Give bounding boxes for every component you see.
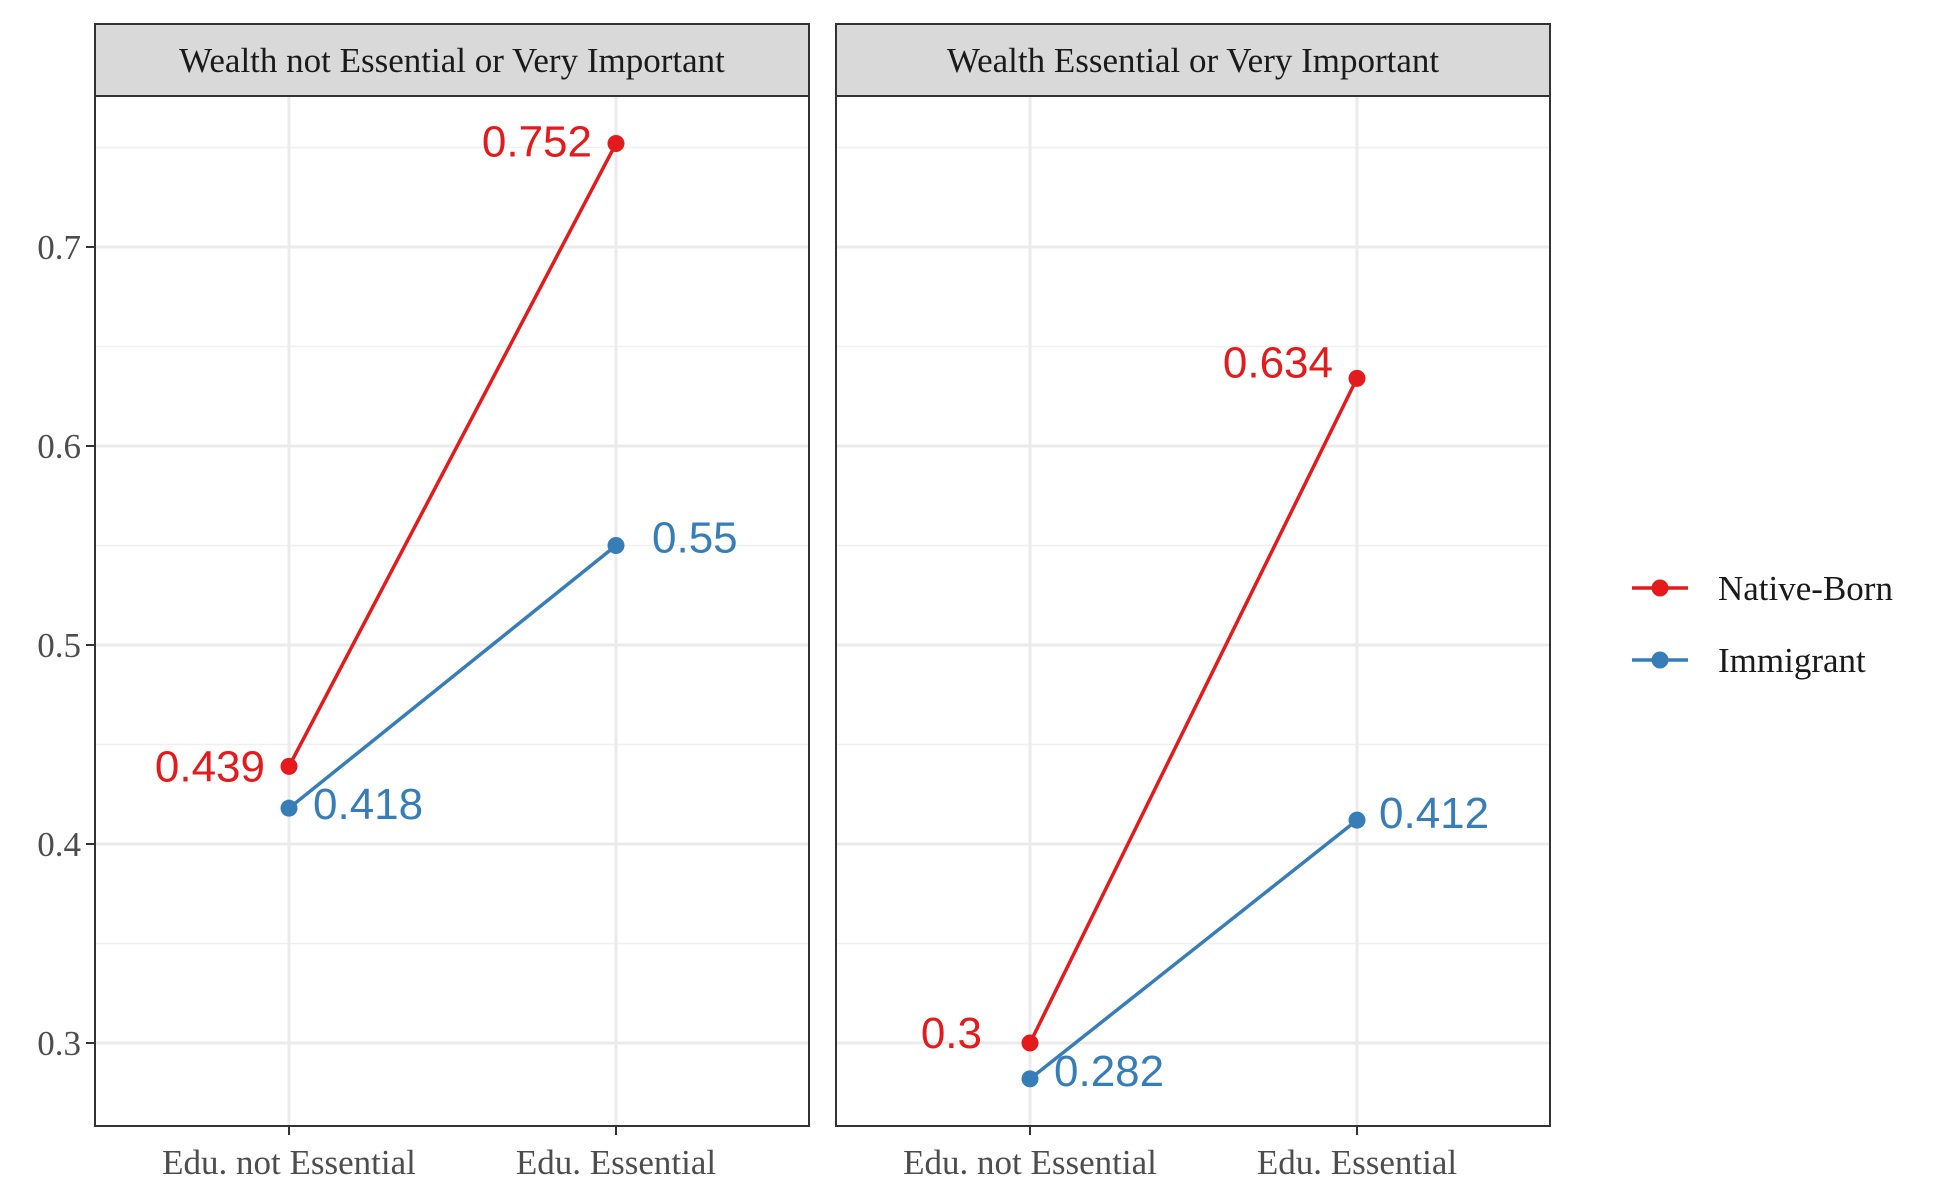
legend: Native-Born Immigrant (1632, 569, 1893, 680)
series-line-immigrant (1028, 818, 1359, 1081)
series-line-native-born (287, 142, 618, 768)
legend-item-immigrant: Immigrant (1632, 641, 1866, 680)
x-tick-label: Edu. Essential (1257, 1143, 1458, 1182)
y-axis: 0.3 0.4 0.5 0.6 0.7 (37, 228, 95, 1063)
facet-panel-2: Wealth Essential or Very Important 0.3 0.6… (835, 23, 1551, 1182)
data-label: 0.439 (155, 742, 265, 791)
panel-background (95, 96, 809, 1126)
data-label: 0.752 (482, 118, 592, 167)
panel-border (835, 95, 1551, 1127)
data-label: 0.282 (1054, 1047, 1164, 1096)
panel-background (836, 96, 1550, 1126)
facet-strip (94, 23, 810, 97)
data-label: 0.634 (1223, 338, 1333, 387)
series-line-immigrant (287, 544, 618, 810)
y-tick-label: 0.6 (37, 427, 81, 466)
legend-key-point (1651, 651, 1669, 669)
x-tick-label: Edu. not Essential (903, 1143, 1157, 1182)
data-point (1348, 811, 1366, 829)
data-label: 0.412 (1379, 789, 1489, 838)
data-label: 0.418 (313, 780, 423, 829)
panel-border (94, 95, 810, 1127)
data-point (280, 757, 298, 775)
legend-key-point (1651, 579, 1669, 597)
facet-title: Wealth not Essential or Very Important (179, 41, 725, 80)
facet-panel-1: Wealth not Essential or Very Important 0.… (94, 23, 810, 1182)
y-tick-label: 0.5 (37, 626, 81, 665)
x-tick-label: Edu. Essential (516, 1143, 717, 1182)
data-label: 0.3 (921, 1009, 982, 1058)
legend-label: Native-Born (1718, 569, 1893, 608)
data-point (1021, 1070, 1039, 1088)
data-point (1021, 1034, 1039, 1052)
legend-item-native-born: Native-Born (1632, 569, 1893, 608)
facet-strip (835, 23, 1551, 97)
data-point (280, 799, 298, 817)
legend-label: Immigrant (1718, 641, 1866, 680)
x-tick-label: Edu. not Essential (162, 1143, 416, 1182)
y-tick-label: 0.4 (37, 825, 81, 864)
facet-title: Wealth Essential or Very Important (947, 41, 1440, 80)
data-point (1348, 369, 1366, 387)
data-point (607, 135, 625, 153)
series-line-native-born (1028, 377, 1359, 1044)
data-point (607, 537, 625, 554)
y-tick-label: 0.7 (37, 228, 81, 267)
y-tick-label: 0.3 (37, 1024, 81, 1063)
data-label: 0.55 (652, 514, 738, 563)
